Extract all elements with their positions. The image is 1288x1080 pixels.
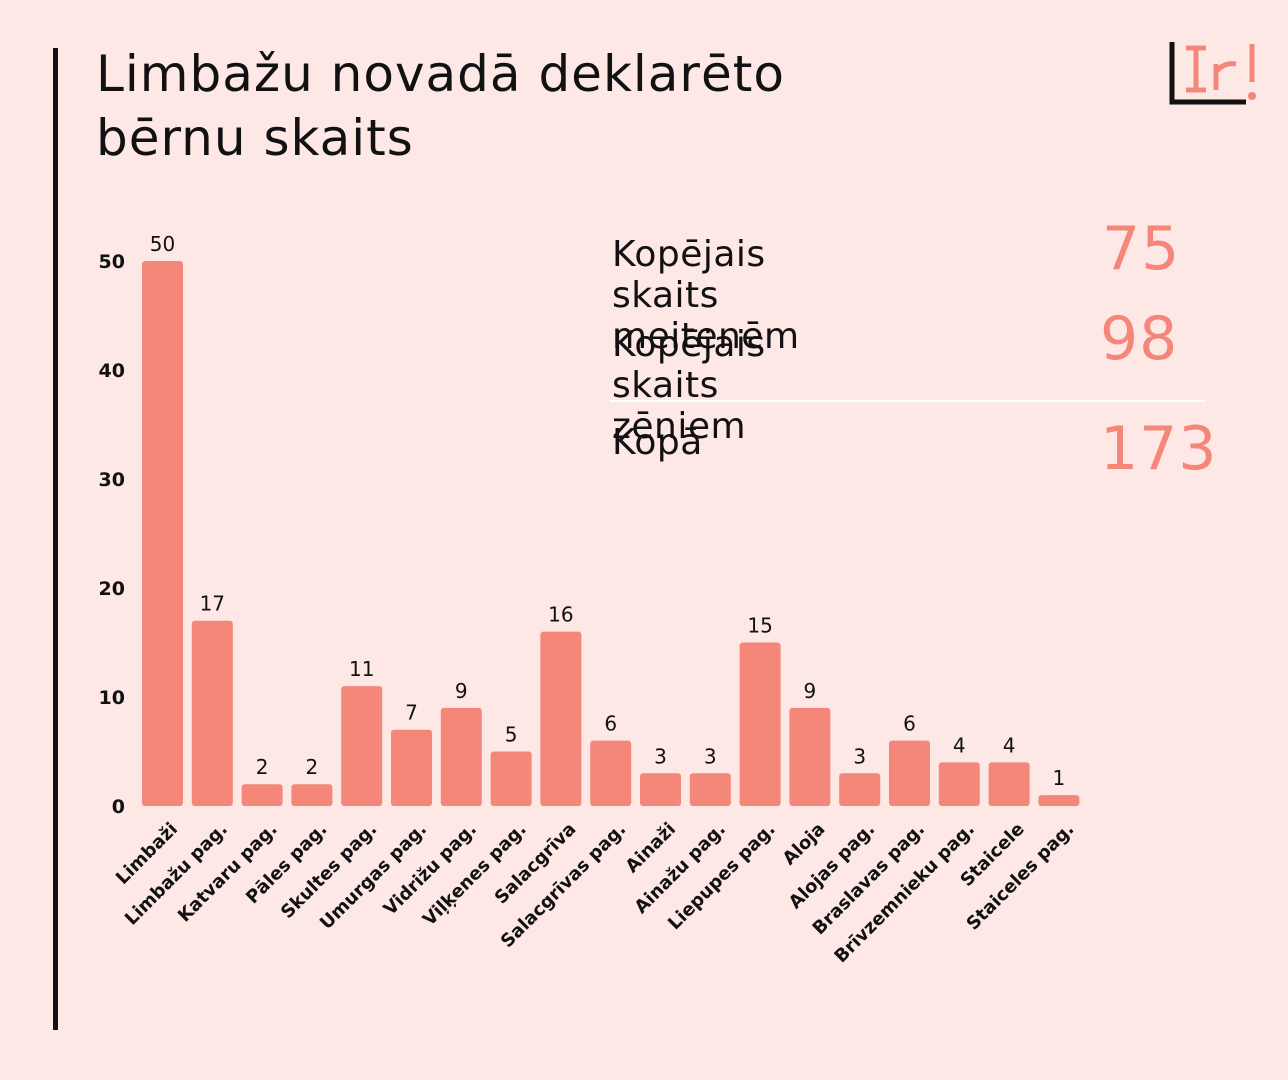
- title-line-2: bērnu skaits: [96, 109, 414, 167]
- left-accent-rule: [53, 48, 58, 1030]
- grand-total-value: 173: [1100, 414, 1218, 484]
- y-tick-label: 40: [99, 360, 125, 382]
- bar: [889, 740, 930, 806]
- bar-value-label: 3: [654, 744, 667, 768]
- boys-total-label: Kopējais skaits zēniem: [612, 324, 766, 447]
- bar-value-label: 2: [256, 755, 269, 779]
- y-tick-label: 10: [99, 687, 125, 709]
- bar-value-label: 1: [1053, 766, 1066, 790]
- bar-value-label: 11: [349, 657, 374, 681]
- bar-value-label: 16: [548, 603, 573, 627]
- grand-total-label: Kopā: [612, 422, 703, 463]
- bar: [440, 707, 482, 806]
- bar: [988, 762, 1030, 806]
- bar-value-label: 4: [1003, 733, 1016, 757]
- bar-value-label: 2: [306, 755, 319, 779]
- bar: [191, 620, 233, 806]
- bar-value-label: 7: [405, 701, 418, 725]
- title-line-1: Limbažu novadā deklarēto: [96, 45, 785, 103]
- bar-value-label: 4: [953, 733, 966, 757]
- stats-divider: [610, 400, 1205, 402]
- girls-total-value: 75: [1102, 214, 1181, 284]
- bar-value-label: 9: [804, 679, 817, 703]
- bar: [938, 762, 980, 806]
- bar: [1038, 795, 1080, 806]
- bar-value-label: 17: [200, 592, 225, 616]
- bar: [590, 740, 632, 806]
- bar: [291, 784, 333, 806]
- bar-value-label: 3: [853, 744, 866, 768]
- page-title: Limbažu novadā deklarēto bērnu skaits: [96, 42, 785, 170]
- y-tick-label: 20: [99, 578, 125, 600]
- bar-value-label: 15: [747, 614, 772, 638]
- bar: [789, 707, 831, 806]
- bar: [490, 751, 532, 806]
- bar: [540, 631, 582, 806]
- boys-total-value: 98: [1100, 304, 1179, 374]
- bar-value-label: 6: [903, 712, 916, 736]
- ir-logo-icon: [1169, 42, 1256, 105]
- bar-value-label: 6: [604, 712, 617, 736]
- bar: [341, 686, 383, 806]
- girls-total-label: Kopējais skaits meitenēm: [612, 234, 800, 357]
- bar: [839, 773, 881, 806]
- bar: [391, 729, 432, 806]
- bar-value-label: 9: [455, 679, 468, 703]
- y-tick-label: 0: [112, 796, 125, 818]
- bar-value-label: 3: [704, 744, 717, 768]
- bar: [241, 784, 283, 806]
- bar: [142, 261, 183, 806]
- y-tick-label: 30: [99, 469, 125, 491]
- bar-value-label: 50: [150, 232, 175, 256]
- y-tick-label: 50: [99, 251, 125, 273]
- bar: [640, 773, 681, 806]
- bar: [739, 642, 781, 806]
- bar-value-label: 5: [505, 723, 518, 747]
- bar: [689, 773, 731, 806]
- x-tick-label: Alojas pag.: [785, 819, 879, 913]
